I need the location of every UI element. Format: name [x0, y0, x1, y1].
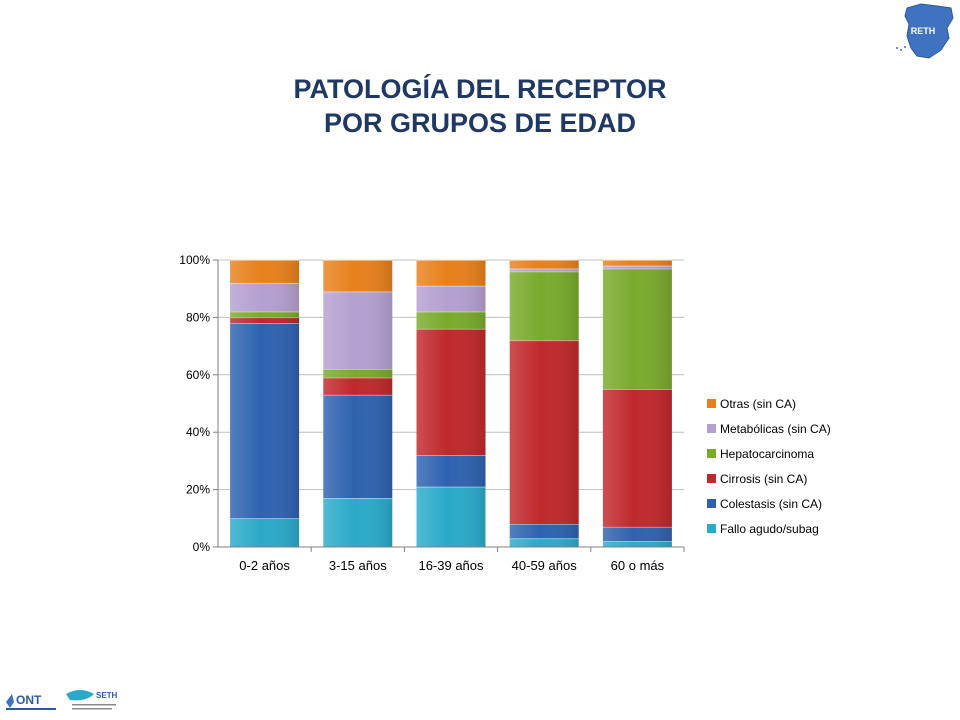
y-tick-label: 40%	[186, 425, 210, 439]
spain-map-logo: RETH	[896, 3, 954, 59]
bar-segment-shade	[416, 260, 486, 286]
y-tick-label: 100%	[179, 253, 210, 267]
bar-segment-shade	[509, 260, 579, 269]
legend-label: Cirrosis (sin CA)	[720, 472, 807, 486]
bar-segment-shade	[416, 285, 486, 312]
legend-swatch	[707, 524, 716, 533]
bar-segment-shade	[230, 260, 300, 283]
ont-logo: ONT	[6, 693, 56, 710]
bar-segment-shade	[509, 524, 579, 539]
y-tick-label: 60%	[186, 368, 210, 382]
x-tick-label: 3-15 años	[329, 558, 387, 573]
bar-segment-shade	[509, 268, 579, 272]
legend-label: Colestasis (sin CA)	[720, 497, 822, 511]
bar-segment-shade	[602, 389, 672, 527]
bar-segment-shade	[602, 541, 672, 547]
legend-swatch	[707, 424, 716, 433]
bar-segment-shade	[416, 328, 486, 456]
x-tick-label: 40-59 años	[512, 558, 578, 573]
y-tick-label: 20%	[186, 483, 210, 497]
bar-segment-shade	[230, 311, 300, 318]
bar-segment-shade	[323, 377, 393, 395]
bar-segment-shade	[323, 260, 393, 292]
x-tick-label: 60 o más	[611, 558, 665, 573]
bar-segment-shade	[602, 265, 672, 269]
legend-swatch	[707, 449, 716, 458]
seth-logo-text: SETH	[96, 691, 118, 700]
bar-segment-shade	[602, 260, 672, 266]
legend-swatch	[707, 499, 716, 508]
bar-segment-shade	[509, 538, 579, 547]
y-tick-label: 80%	[186, 310, 210, 324]
title-line-2: POR GRUPOS DE EDAD	[323, 108, 637, 138]
bar-segment-shade	[509, 340, 579, 525]
bar-segment-shade	[602, 268, 672, 390]
seth-logo: SETH	[66, 690, 118, 710]
bar-segment-shade	[509, 271, 579, 341]
title-line-1: PATOLOGÍA DEL RECEPTOR	[293, 74, 667, 104]
bar-segment-shade	[230, 282, 300, 312]
bar-segment-shade	[323, 498, 393, 547]
bars-layer	[230, 259, 672, 547]
legend-swatch	[707, 399, 716, 408]
legend-label: Metabólicas (sin CA)	[720, 422, 831, 436]
bar-segment-shade	[323, 291, 393, 370]
bar-segment-shade	[416, 455, 486, 487]
x-tick-label: 16-39 años	[418, 558, 484, 573]
legend-label: Otras (sin CA)	[720, 397, 796, 411]
y-tick-label: 0%	[193, 540, 211, 554]
bar-segment-shade	[230, 317, 300, 324]
ont-logo-text: ONT	[16, 693, 42, 707]
bar-segment-shade	[323, 394, 393, 499]
bar-segment-shade	[230, 323, 300, 519]
axis-layer: 0% 20% 40% 60% 80% 100% 0-2 años 3-15 años 16-39…	[179, 253, 685, 573]
bar-segment-shade	[230, 518, 300, 547]
x-tick-label: 0-2 años	[239, 558, 290, 573]
footer-logos: ONT SETH	[6, 690, 118, 710]
legend-swatch	[707, 474, 716, 483]
legend-label: Fallo agudo/subag	[720, 522, 819, 536]
bar-segment-shade	[416, 311, 486, 329]
bar-segment-shade	[323, 369, 393, 378]
legend-label: Hepatocarcinoma	[720, 447, 814, 461]
bar-segment-shade	[602, 526, 672, 542]
page-title: PATOLOGÍA DEL RECEPTOR POR GRUPOS DE EDA…	[0, 72, 960, 140]
logo-text-top: RETH	[911, 26, 936, 36]
legend: Otras (sin CA) Metabólicas (sin CA) Hepato…	[707, 397, 831, 536]
bar-segment-shade	[416, 486, 486, 547]
